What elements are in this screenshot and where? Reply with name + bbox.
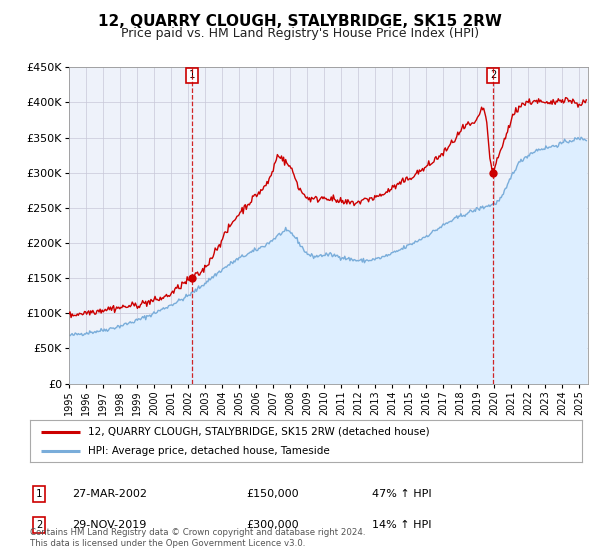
Text: 1: 1 bbox=[36, 489, 42, 499]
Text: 12, QUARRY CLOUGH, STALYBRIDGE, SK15 2RW: 12, QUARRY CLOUGH, STALYBRIDGE, SK15 2RW bbox=[98, 14, 502, 29]
Text: 47% ↑ HPI: 47% ↑ HPI bbox=[372, 489, 431, 499]
Text: 2: 2 bbox=[36, 520, 42, 530]
Text: Price paid vs. HM Land Registry's House Price Index (HPI): Price paid vs. HM Land Registry's House … bbox=[121, 27, 479, 40]
Text: £300,000: £300,000 bbox=[246, 520, 299, 530]
Text: £150,000: £150,000 bbox=[246, 489, 299, 499]
Text: 12, QUARRY CLOUGH, STALYBRIDGE, SK15 2RW (detached house): 12, QUARRY CLOUGH, STALYBRIDGE, SK15 2RW… bbox=[88, 427, 430, 437]
Text: 14% ↑ HPI: 14% ↑ HPI bbox=[372, 520, 431, 530]
Text: Contains HM Land Registry data © Crown copyright and database right 2024.
This d: Contains HM Land Registry data © Crown c… bbox=[30, 528, 365, 548]
Text: 2: 2 bbox=[490, 71, 496, 81]
Text: 27-MAR-2002: 27-MAR-2002 bbox=[72, 489, 147, 499]
Text: 29-NOV-2019: 29-NOV-2019 bbox=[72, 520, 146, 530]
Text: HPI: Average price, detached house, Tameside: HPI: Average price, detached house, Tame… bbox=[88, 446, 330, 456]
Text: 1: 1 bbox=[189, 71, 195, 81]
